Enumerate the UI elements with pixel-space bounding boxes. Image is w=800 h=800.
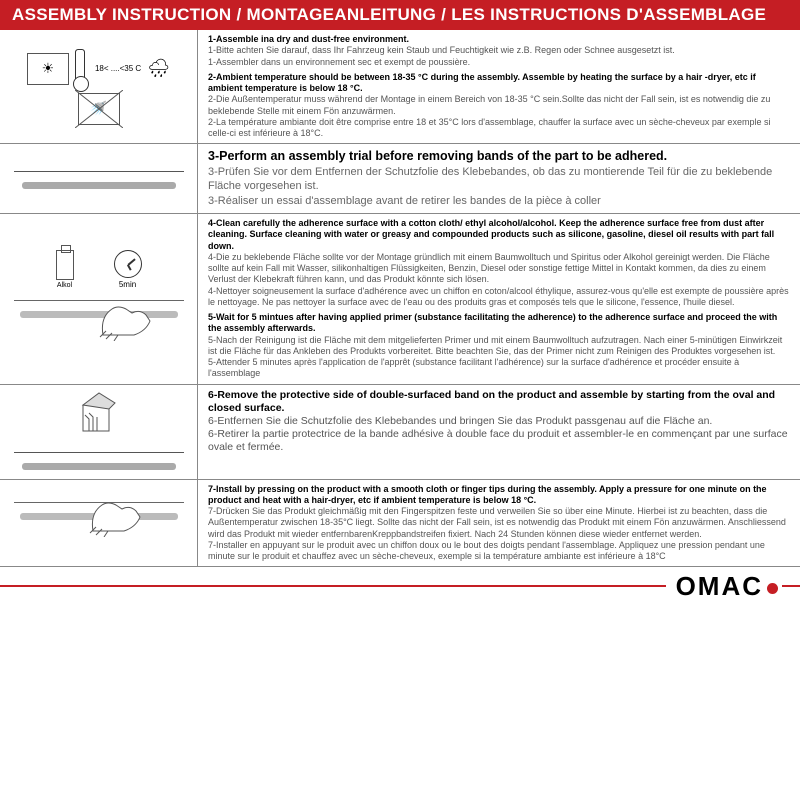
step-translation: 4-Nettoyer soigneusement la surface d'ad… xyxy=(208,286,792,309)
instruction-text: 6-Remove the protective side of double-s… xyxy=(198,385,800,479)
step-translation: 4-Die zu beklebende Fläche sollte vor de… xyxy=(208,252,792,286)
step-heading: 3-Perform an assembly trial before remov… xyxy=(208,148,792,164)
step-translation: 3-Prüfen Sie vor dem Entfernen der Schut… xyxy=(208,165,792,195)
instruction-section: 6-Remove the protective side of double-s… xyxy=(0,385,800,480)
step-translation: 2-Die Außentemperatur muss während der M… xyxy=(208,94,792,117)
step-translation: 5-Attender 5 minutes après l'application… xyxy=(208,357,792,380)
step-translation: 1-Assembler dans un environnement sec et… xyxy=(208,57,792,68)
step-heading: 5-Wait for 5 mintues after having applie… xyxy=(208,312,792,335)
step-heading: 6-Remove the protective side of double-s… xyxy=(208,389,792,415)
instruction-text: 4-Clean carefully the adherence surface … xyxy=(198,214,800,384)
step-heading: 4-Clean carefully the adherence surface … xyxy=(208,218,792,252)
step-translation: 2-La température ambiante doit être comp… xyxy=(208,117,792,140)
step-translation: 6-Retirer la partie protectrice de la ba… xyxy=(208,428,792,454)
instruction-section: 3-Perform an assembly trial before remov… xyxy=(0,144,800,214)
step-heading: 1-Assemble ina dry and dust-free environ… xyxy=(208,34,792,45)
title-bar: ASSEMBLY INSTRUCTION / MONTAGEANLEITUNG … xyxy=(0,0,800,30)
step-translation: 6-Entfernen Sie die Schutzfolie des Kleb… xyxy=(208,415,792,428)
instruction-section: ☀ 18< ....<35 C 🌧 🚿 1-Assemble ina dry a… xyxy=(0,30,800,144)
illustration: ☀ 18< ....<35 C 🌧 🚿 xyxy=(0,30,198,143)
brand-logo: OMAC xyxy=(666,571,782,602)
instruction-text: 3-Perform an assembly trial before remov… xyxy=(198,144,800,213)
step-translation: 7-Drücken Sie das Produkt gleichmäßig mi… xyxy=(208,506,792,540)
footer: OMAC xyxy=(0,567,800,602)
instruction-section: 7-Install by pressing on the product wit… xyxy=(0,480,800,568)
brand-logo-text: OMAC xyxy=(676,571,763,602)
step-translation: 3-Réaliser un essai d'assemblage avant d… xyxy=(208,194,792,209)
step-heading: 2-Ambient temperature should be between … xyxy=(208,72,792,95)
illustration xyxy=(0,144,198,213)
instruction-section: Alkol 5min 4-Clean carefully the adheren… xyxy=(0,214,800,385)
illustration xyxy=(0,385,198,479)
brand-logo-dot xyxy=(767,583,778,594)
illustration xyxy=(0,480,198,567)
instruction-text: 1-Assemble ina dry and dust-free environ… xyxy=(198,30,800,143)
illustration: Alkol 5min xyxy=(0,214,198,384)
step-heading: 7-Install by pressing on the product wit… xyxy=(208,484,792,507)
step-translation: 1-Bitte achten Sie darauf, dass Ihr Fahr… xyxy=(208,45,792,56)
sections-container: ☀ 18< ....<35 C 🌧 🚿 1-Assemble ina dry a… xyxy=(0,30,800,567)
step-translation: 7-Installer en appuyant sur le produit a… xyxy=(208,540,792,563)
instruction-text: 7-Install by pressing on the product wit… xyxy=(198,480,800,567)
step-translation: 5-Nach der Reinigung ist die Fläche mit … xyxy=(208,335,792,358)
